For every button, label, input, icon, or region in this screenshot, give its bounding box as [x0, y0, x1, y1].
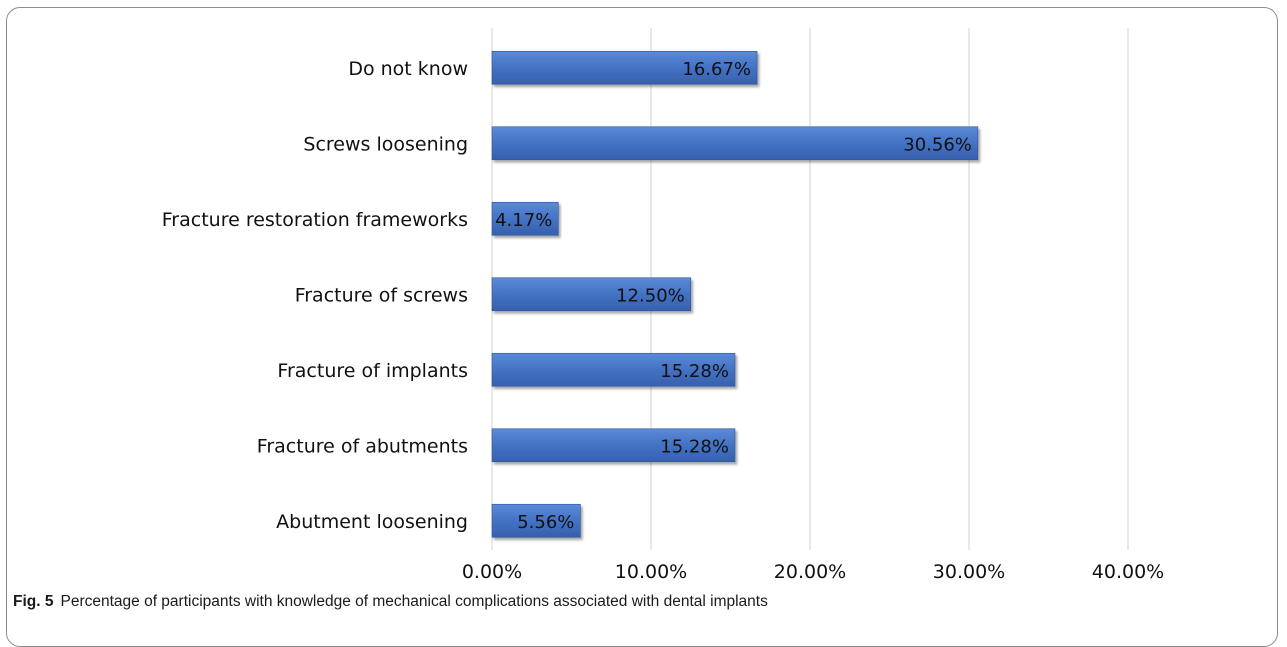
bar-chart: Do not know Screws loosening Fracture rest…	[162, 28, 1164, 583]
bar	[491, 352, 736, 387]
bar	[491, 201, 559, 236]
category-label: Fracture of screws	[295, 284, 468, 306]
x-tick-labels: 0.00% 10.00% 20.00% 30.00% 40.00%	[462, 561, 1164, 583]
data-label: 16.67%	[682, 59, 751, 80]
data-label: 15.28%	[660, 361, 729, 382]
x-tick-label: 30.00%	[933, 561, 1005, 583]
category-label: Fracture of implants	[277, 360, 468, 382]
caption-text: Percentage of participants with knowledg…	[60, 593, 768, 610]
data-label: 15.28%	[660, 436, 729, 457]
data-label: 5.56%	[517, 512, 574, 533]
data-labels: 16.67% 30.56% 4.17% 12.50% 15.28% 15.28% 5.56%	[495, 59, 972, 533]
category-label: Do not know	[348, 58, 468, 80]
bar	[491, 277, 692, 312]
bar	[491, 126, 979, 161]
category-label: Fracture restoration frameworks	[162, 209, 468, 231]
data-label: 4.17%	[495, 210, 552, 231]
figure-frame	[6, 7, 1278, 647]
category-labels: Do not know Screws loosening Fracture rest…	[162, 58, 468, 533]
figure-label: Fig. 5	[13, 593, 54, 610]
bars	[491, 50, 979, 538]
figure-caption: Fig. 5 Percentage of participants with kn…	[13, 593, 768, 611]
x-tick-label: 10.00%	[615, 561, 687, 583]
category-label: Screws loosening	[303, 133, 468, 155]
bar	[491, 503, 581, 538]
category-label: Abutment loosening	[276, 511, 468, 533]
x-tick-label: 0.00%	[462, 561, 522, 583]
bar	[491, 428, 736, 463]
x-tick-label: 40.00%	[1092, 561, 1164, 583]
data-label: 12.50%	[616, 285, 685, 306]
x-tick-label: 20.00%	[774, 561, 846, 583]
bar	[491, 50, 758, 85]
category-label: Fracture of abutments	[257, 435, 468, 457]
data-label: 30.56%	[903, 134, 972, 155]
